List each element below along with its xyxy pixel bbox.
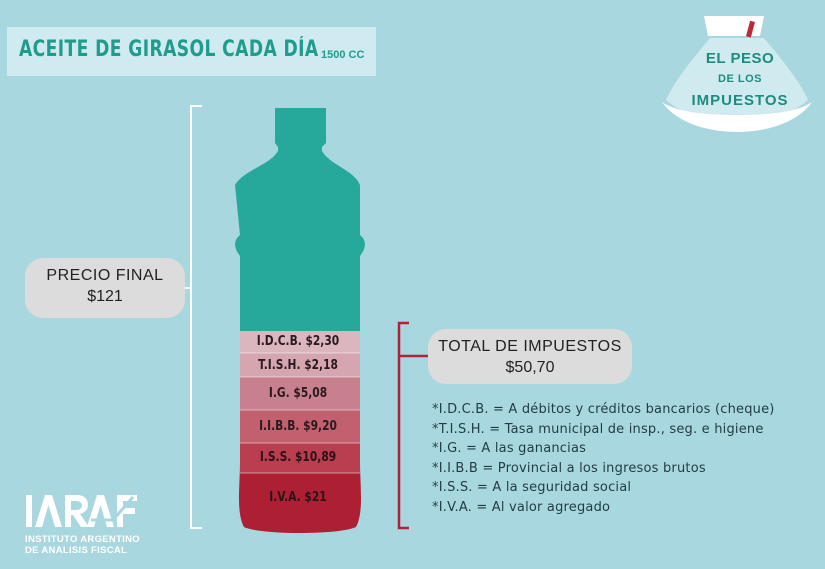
glossary-item: *I.G. = A las ganancias — [432, 441, 587, 457]
segment-label-tish: T.I.S.H. $2,18 — [258, 358, 338, 373]
iaraf-line-2: DE ANALISIS FISCAL — [25, 545, 128, 556]
title-box — [7, 27, 376, 76]
segment-iva — [235, 473, 365, 533]
segment-label-iva: I.V.A. $21 — [269, 490, 327, 505]
segment-idcb — [235, 331, 365, 353]
scale-plate-icon — [662, 102, 812, 132]
precio-final-label: PRECIO FINAL — [46, 267, 164, 284]
total-impuestos-pill: TOTAL DE IMPUESTOS $50,70 — [428, 329, 632, 384]
bottle-body — [235, 108, 365, 331]
iaraf-logo-icon — [26, 495, 137, 527]
precio-final-pill: PRECIO FINAL $121 — [25, 258, 185, 318]
logo-line-1: EL PESO — [705, 50, 775, 67]
logo-line-2: DE LOS — [718, 73, 762, 85]
total-impuestos-value: $50,70 — [505, 359, 555, 376]
segment-label-iss: I.S.S. $10,89 — [259, 450, 337, 465]
segment-iibb — [235, 410, 365, 443]
glossary-item: *T.I.S.H. = Tasa municipal de insp., seg… — [432, 421, 764, 437]
page-title: ACEITE DE GIRASOL CADA DÍA — [19, 37, 319, 62]
impuestos-bracket — [397, 321, 409, 530]
tax-glossary: *I.D.C.B. = A débitos y créditos bancari… — [432, 400, 775, 518]
glossary-item: *I.S.S. = A la seguridad social — [432, 480, 632, 496]
segment-label-idcb: I.D.C.B. $2,30 — [256, 334, 340, 349]
iaraf-name: INSTITUTO ARGENTINO DE ANALISIS FISCAL — [25, 534, 140, 556]
iaraf-line-1: INSTITUTO ARGENTINO — [25, 534, 140, 545]
segment-tish — [235, 353, 365, 377]
segment-label-ig: I.G. $5,08 — [268, 386, 328, 401]
segment-label-iibb: I.I.B.B. $9,20 — [259, 419, 337, 434]
logo-line-3: IMPUESTOS — [691, 92, 789, 109]
scale-logo-icon — [662, 16, 812, 132]
glossary-item: *I.I.B.B = Provincial a los ingresos bru… — [432, 460, 706, 476]
precio-final-bracket — [190, 105, 202, 529]
total-impuestos-label: TOTAL DE IMPUESTOS — [438, 338, 622, 355]
glossary-item: *I.D.C.B. = A débitos y créditos bancari… — [432, 402, 775, 417]
title-volume: 1500 CC — [321, 49, 365, 61]
glossary-item: *I.V.A. = Al valor agregado — [432, 499, 611, 515]
segment-iss — [235, 443, 365, 473]
scale-needle-icon — [745, 20, 755, 38]
precio-final-value: $121 — [87, 288, 123, 305]
segment-ig — [235, 377, 365, 410]
